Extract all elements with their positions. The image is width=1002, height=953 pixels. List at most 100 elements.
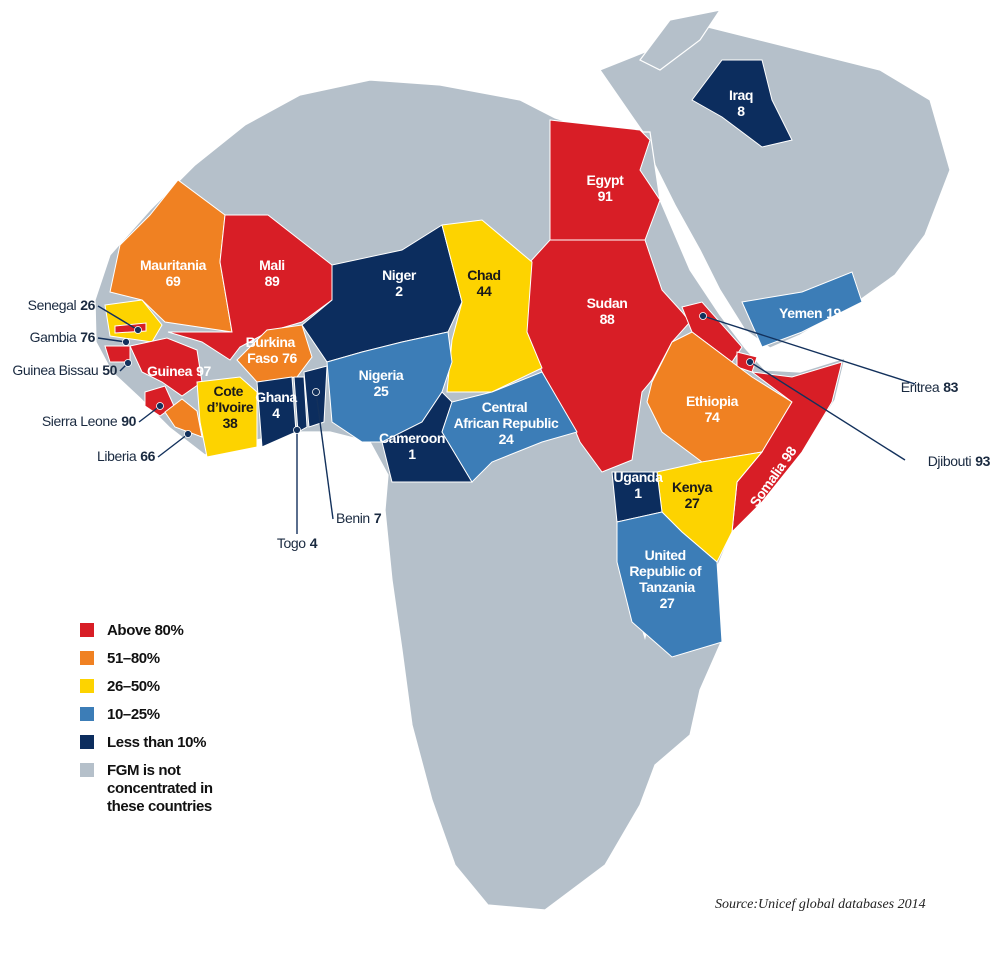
country-shape [731, 361, 843, 534]
name-line: Nigeria [359, 367, 404, 383]
country-name: Cote d’Ivoire [207, 383, 254, 415]
name-line: Liberia [97, 448, 137, 464]
name-line: Djibouti [928, 453, 972, 469]
leader-line [138, 405, 161, 423]
country-name: Cameroon [379, 430, 445, 446]
country-value: 44 [477, 283, 492, 299]
country-shape [616, 511, 723, 658]
country-label: Senegal 26 [28, 297, 96, 313]
country-name: Ethiopia [686, 393, 739, 409]
country-value: 91 [598, 188, 613, 204]
leader-dot [122, 338, 130, 346]
name-line: Cote [213, 383, 246, 399]
country-name: Gambia [30, 329, 77, 345]
name-line: African Republic [454, 415, 559, 431]
country-name: Uganda [614, 469, 664, 485]
country-label: Togo 4 [277, 535, 318, 551]
leader-line [97, 305, 139, 331]
country-name: Sudan [587, 295, 628, 311]
country-name: Togo [277, 535, 306, 551]
country-value: 38 [223, 415, 238, 431]
country-shape [441, 219, 543, 393]
leader-dot [746, 358, 754, 366]
arabia-land [599, 24, 951, 349]
name-line: Iraq [729, 87, 753, 103]
legend-line: these countries [107, 798, 212, 815]
country-label: Guinea Bissau 50 [12, 362, 118, 378]
country-value: 1 [408, 446, 416, 462]
country-name: Central African Republic [454, 399, 559, 431]
name-line: Ghana [255, 389, 297, 405]
country-value: 27 [660, 595, 675, 611]
country-label: Gambia 76 [30, 329, 96, 345]
legend-swatch [80, 623, 94, 637]
legend-swatch [80, 707, 94, 721]
name-line: Egypt [587, 172, 625, 188]
name-line: Burkina [246, 334, 299, 350]
legend-label: Above 80% [107, 622, 183, 639]
country-value: 7 [374, 510, 382, 526]
country-shape [303, 365, 328, 428]
country-name: Niger [382, 267, 417, 283]
leader-line [749, 361, 906, 461]
name-line: Cameroon [379, 430, 445, 446]
country-value: 69 [166, 273, 181, 289]
leader-dot [156, 402, 164, 410]
country-shape [196, 376, 258, 458]
name-line: Faso [247, 350, 278, 366]
country-name: Liberia [97, 448, 137, 464]
leader-line [157, 433, 189, 458]
name-line: Ethiopia [686, 393, 739, 409]
country-value: 76 [80, 329, 95, 345]
leader-dot [293, 426, 301, 434]
name-line: Central [482, 399, 531, 415]
name-line: Benin [336, 510, 370, 526]
country-name: Egypt [587, 172, 625, 188]
country-value: 76 [282, 350, 297, 366]
country-value: 97 [196, 363, 211, 379]
country-name: Benin [336, 510, 370, 526]
country-label: Sierra Leone 90 [42, 413, 137, 429]
name-line: Niger [382, 267, 417, 283]
legend-swatch [80, 651, 94, 665]
country-value: 8 [737, 103, 745, 119]
country-label: Eritrea 83 [901, 379, 959, 395]
country-name: Guinea Bissau [12, 362, 98, 378]
country-value: 4 [272, 405, 280, 421]
legend-swatch [80, 679, 94, 693]
country-shape [741, 271, 863, 348]
name-line: Guinea [147, 363, 193, 379]
name-line: Senegal [28, 297, 77, 313]
country-name: Mali [259, 257, 285, 273]
country-value: 88 [600, 311, 615, 327]
name-line: Sierra Leone [42, 413, 118, 429]
name-line: Yemen [779, 305, 822, 321]
name-line: Mauritania [140, 257, 207, 273]
country-name: Sierra Leone [42, 413, 118, 429]
leader-dot [124, 359, 132, 367]
legend-swatch [80, 763, 94, 777]
country-value: 19 [826, 305, 841, 321]
country-label: Burkina Faso 76 [246, 334, 299, 366]
name-line: Republic of [629, 563, 704, 579]
legend-swatch [80, 735, 94, 749]
name-line: Sudan [587, 295, 628, 311]
country-name: United Republic of Tanzania [629, 547, 704, 595]
leader-dot [134, 326, 142, 334]
